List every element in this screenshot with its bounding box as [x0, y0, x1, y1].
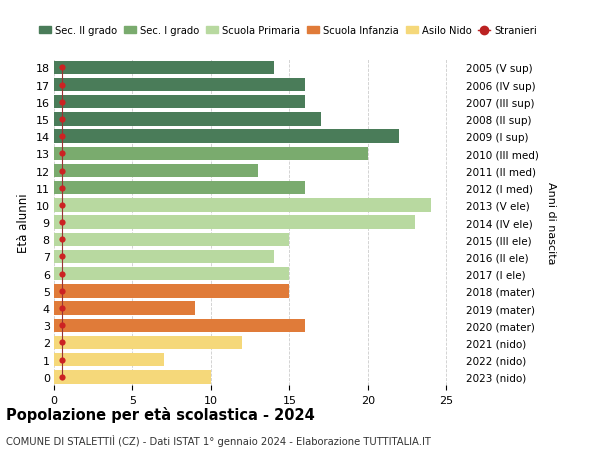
Bar: [54, 96, 305, 109]
Point: [57, 253, 67, 261]
Point: [57, 219, 67, 226]
Point: [57, 339, 67, 347]
Point: [57, 185, 67, 192]
Bar: [54, 147, 368, 161]
Bar: [54, 233, 289, 246]
Point: [57, 305, 67, 312]
Point: [57, 65, 67, 72]
Bar: [54, 285, 289, 298]
Bar: [54, 319, 305, 332]
Legend: Sec. II grado, Sec. I grado, Scuola Primaria, Scuola Infanzia, Asilo Nido, Stran: Sec. II grado, Sec. I grado, Scuola Prim…: [35, 22, 541, 40]
Point: [57, 356, 67, 364]
Bar: [54, 113, 321, 126]
Point: [57, 168, 67, 175]
Bar: [54, 182, 305, 195]
Bar: [54, 216, 415, 230]
Text: COMUNE DI STALETTIÌ (CZ) - Dati ISTAT 1° gennaio 2024 - Elaborazione TUTTITALIA.: COMUNE DI STALETTIÌ (CZ) - Dati ISTAT 1°…: [6, 434, 431, 446]
Y-axis label: Anni di nascita: Anni di nascita: [546, 181, 556, 264]
Bar: [54, 250, 274, 263]
Point: [57, 202, 67, 209]
Point: [57, 270, 67, 278]
Point: [57, 287, 67, 295]
Point: [57, 133, 67, 140]
Bar: [54, 336, 242, 349]
Point: [57, 116, 67, 123]
Bar: [54, 353, 164, 367]
Point: [57, 373, 67, 381]
Point: [57, 99, 67, 106]
Bar: [54, 302, 195, 315]
Point: [57, 82, 67, 89]
Bar: [54, 78, 305, 92]
Point: [57, 322, 67, 329]
Text: Popolazione per età scolastica - 2024: Popolazione per età scolastica - 2024: [6, 406, 315, 422]
Point: [57, 151, 67, 158]
Bar: [54, 62, 274, 75]
Bar: [54, 370, 211, 384]
Bar: [54, 130, 399, 144]
Bar: [54, 199, 431, 212]
Y-axis label: Età alunni: Età alunni: [17, 193, 30, 252]
Point: [57, 236, 67, 243]
Bar: [54, 268, 289, 281]
Bar: [54, 164, 258, 178]
